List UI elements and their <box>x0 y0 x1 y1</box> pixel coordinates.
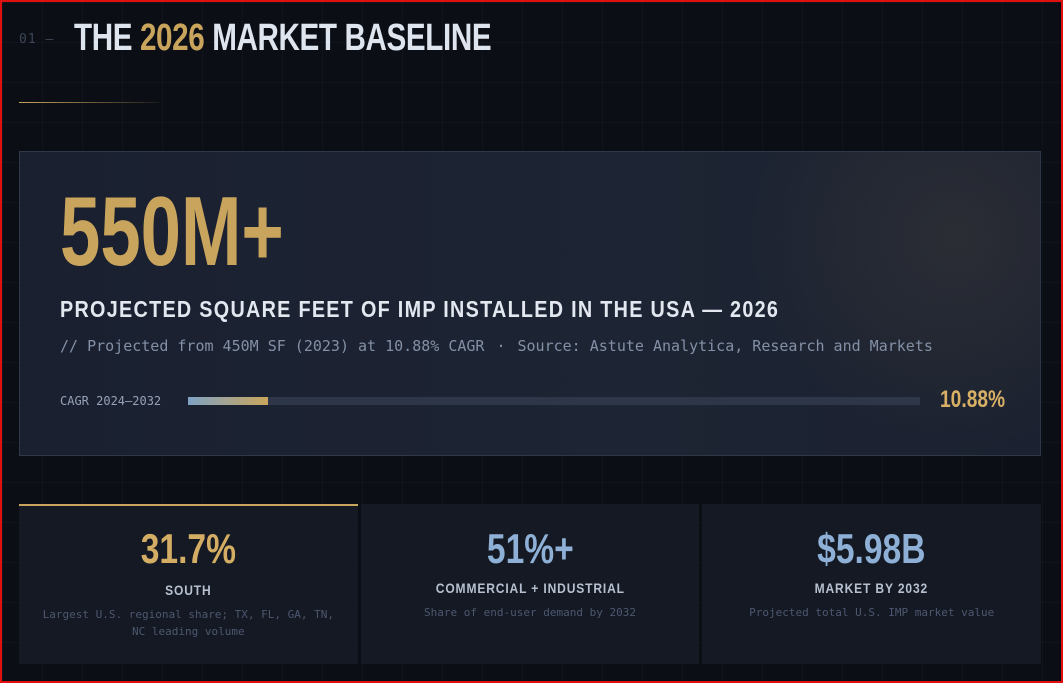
stat-description: Share of end-user demand by 2032 <box>424 606 636 619</box>
stat-description: Projected total U.S. IMP market value <box>749 606 995 619</box>
title-prefix: THE <box>74 16 141 59</box>
hero-subtitle: // Projected from 450M SF (2023) at 10.8… <box>60 337 933 355</box>
stat-value: 31.7% <box>140 525 236 572</box>
stat-value: 51%+ <box>486 525 574 572</box>
section-number: 01 — <box>19 31 55 47</box>
stat-card-commercial-industrial: 51%+ COMMERCIAL + INDUSTRIAL Share of en… <box>360 504 700 664</box>
stat-description: Largest U.S. regional share; TX, FL, GA,… <box>42 608 335 638</box>
stat-cards: 31.7% SOUTH Largest U.S. regional share;… <box>19 504 1042 664</box>
title-accent: 2026 <box>140 16 205 59</box>
stat-label: COMMERCIAL + INDUSTRIAL <box>435 580 625 596</box>
section-header: 01 — THE 2026 MARKET BASELINE <box>19 16 609 60</box>
hero-separator: · <box>496 337 506 355</box>
stat-value: $5.98B <box>817 525 926 572</box>
stat-card-south: 31.7% SOUTH Largest U.S. regional share;… <box>19 504 358 664</box>
header-divider <box>19 102 159 103</box>
cagr-progress-fill <box>188 397 268 405</box>
page-title: THE 2026 MARKET BASELINE <box>74 16 492 60</box>
hero-label: PROJECTED SQUARE FEET OF IMP INSTALLED I… <box>60 296 780 322</box>
stat-label: MARKET BY 2032 <box>814 580 929 596</box>
hero-big-number: 550M+ <box>60 176 284 286</box>
hero-source-text: Source: Astute Analytica, Research and M… <box>517 337 933 355</box>
cagr-bar-label: CAGR 2024–2032 <box>60 394 162 408</box>
stat-label: SOUTH <box>165 582 212 598</box>
cagr-progress-track <box>188 397 920 405</box>
title-suffix: MARKET BASELINE <box>204 16 492 59</box>
stat-card-market-2032: $5.98B MARKET BY 2032 Projected total U.… <box>702 504 1042 664</box>
hero-panel: 550M+ PROJECTED SQUARE FEET OF IMP INSTA… <box>19 151 1041 456</box>
hero-projection-text: // Projected from 450M SF (2023) at 10.8… <box>60 337 485 355</box>
cagr-bar-value: 10.88% <box>940 386 1006 413</box>
